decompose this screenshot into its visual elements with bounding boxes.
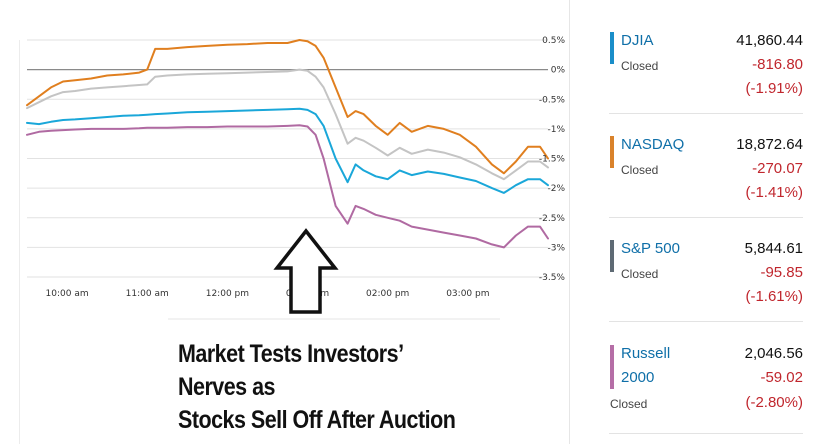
x-tick-label: 11:00 am [126, 289, 169, 299]
index-change: -59.02 [760, 369, 803, 386]
index-change-percent: (-1.91%) [745, 80, 803, 97]
x-tick-label: 12:00 pm [206, 289, 249, 299]
index-color-bar [610, 240, 614, 272]
index-card-sp500[interactable]: S&P 500 5,844.61 Closed -95.85 (-1.61%) [609, 240, 803, 340]
chart-left-edge [19, 40, 20, 444]
headline-line-1: Market Tests Investors’ Nerves as [178, 340, 403, 401]
y-tick-label: -1.5% [539, 155, 566, 165]
index-name-line-1[interactable]: Russell [621, 345, 671, 362]
y-tick-label: -1% [547, 125, 565, 135]
index-change: -270.07 [752, 160, 803, 177]
y-tick-label: -3.5% [539, 273, 566, 283]
y-tick-label: -2.5% [539, 214, 566, 224]
index-name[interactable]: S&P 500 [621, 240, 680, 257]
index-card-nasdaq[interactable]: NASDAQ 18,872.64 Closed -270.07 (-1.41%) [609, 136, 803, 236]
index-color-bar [610, 345, 614, 389]
index-price: 18,872.64 [736, 136, 803, 153]
index-color-bar [610, 136, 614, 168]
index-card-russell-2000[interactable]: Russell 2000 2,046.56 Closed -59.02 (-2.… [609, 345, 803, 444]
index-change-percent: (-1.61%) [745, 288, 803, 305]
y-tick-label: 0% [551, 66, 566, 76]
market-status: Closed [621, 59, 659, 73]
index-name[interactable]: NASDAQ [621, 136, 685, 153]
card-divider [609, 321, 803, 322]
card-divider [609, 217, 803, 218]
market-status: Closed [621, 267, 659, 281]
x-tick-label: 03:00 pm [446, 289, 489, 299]
y-axis-ticks: 0.5% 0% -0.5% -1% -1.5% -2% -2.5% -3% -3.5% [539, 36, 566, 283]
nasdaq-line [26, 39, 549, 175]
headline-line-2: Stocks Sell Off After Auction [178, 406, 456, 434]
index-change: -816.80 [752, 56, 803, 73]
russell-line [26, 124, 549, 249]
index-price: 2,046.56 [744, 345, 803, 362]
y-tick-label: 0.5% [542, 36, 565, 46]
x-tick-label: 02:00 pm [366, 289, 409, 299]
index-change-percent: (-1.41%) [745, 184, 803, 201]
market-status: Closed [621, 163, 659, 177]
index-change: -95.85 [760, 264, 803, 281]
index-card-djia[interactable]: DJIA 41,860.44 Closed -816.80 (-1.91%) [609, 32, 803, 132]
card-divider [609, 113, 803, 114]
y-tick-label: -2% [547, 184, 565, 194]
headline: Market Tests Investors’ Nerves as Stocks… [178, 338, 470, 437]
index-name-line-2[interactable]: 2000 [621, 369, 655, 386]
index-price: 41,860.44 [736, 32, 803, 49]
chart-lines [26, 39, 549, 249]
index-color-bar [610, 32, 614, 64]
market-status: Closed [610, 397, 648, 411]
panel-divider [569, 0, 570, 444]
y-tick-label: -0.5% [539, 95, 566, 105]
y-tick-label: -3% [547, 243, 565, 253]
index-price: 5,844.61 [744, 240, 803, 257]
index-name[interactable]: DJIA [621, 32, 654, 49]
up-arrow-outline-icon [273, 228, 339, 314]
card-divider [609, 433, 803, 434]
x-tick-label: 10:00 am [46, 289, 89, 299]
index-change-percent: (-2.80%) [745, 394, 803, 411]
sp500-line [26, 68, 549, 181]
intraday-chart: 0.5% 0% -0.5% -1% -1.5% -2% -2.5% -3% -3.5% 10:0… [26, 36, 566, 320]
djia-line [26, 107, 549, 194]
